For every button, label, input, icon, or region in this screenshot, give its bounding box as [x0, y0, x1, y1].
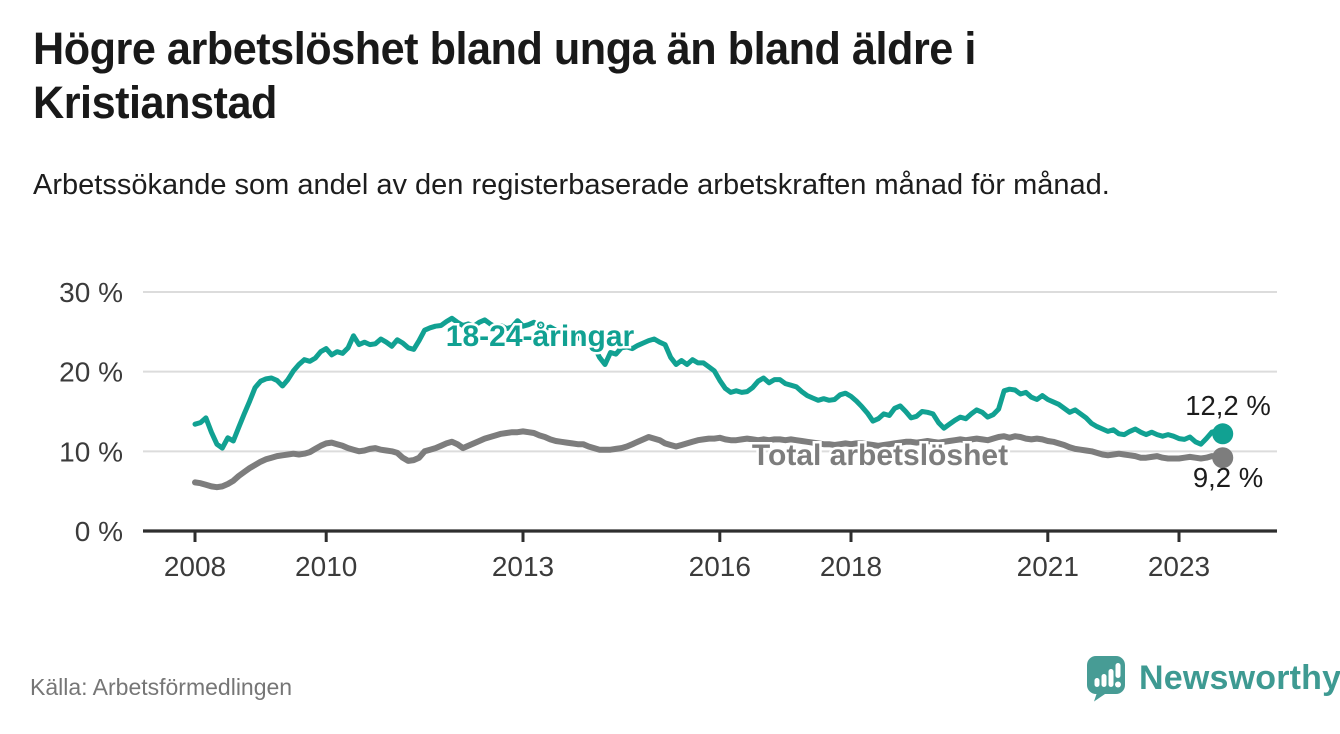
series-line-young [192, 315, 1226, 451]
end-value-annotation-young: 12,2 % [1185, 390, 1271, 421]
logo-bar-3 [1108, 669, 1114, 687]
series-endpoint-dot-total [1212, 447, 1234, 469]
logo-exclamation-dot [1115, 681, 1121, 688]
x-axis-label: 2016 [689, 551, 751, 582]
y-axis-label: 10 % [59, 436, 123, 467]
y-axis-label: 30 % [59, 277, 123, 308]
logo-bar-1 [1094, 678, 1100, 687]
x-axis-label: 2018 [820, 551, 882, 582]
chart-title: Högre arbetslöshet bland unga än bland ä… [33, 23, 976, 128]
line-chart: 30 % 20 % 10 % 0 % 2008 2010 2013 2016 2018 2021 2… [59, 277, 1277, 582]
newsworthy-logo: Newsworthy [1086, 655, 1340, 702]
source-note: Källa: Arbetsförmedlingen [30, 674, 293, 700]
x-axis-label: 2008 [164, 551, 226, 582]
series-endpoint-dot-young [1212, 423, 1234, 445]
end-value-annotation-total: 9,2 % [1193, 462, 1263, 493]
logo-exclamation-bar [1115, 663, 1121, 678]
x-axis-label: 2013 [492, 551, 554, 582]
x-axis-label: 2023 [1148, 551, 1210, 582]
series-line-total [192, 428, 1226, 491]
y-axis-label: 20 % [59, 357, 123, 388]
logo-bar-2 [1101, 674, 1107, 687]
chart-subtitle: Arbetssökande som andel av den registerb… [33, 169, 1110, 201]
x-axis-label: 2010 [295, 551, 357, 582]
newsworthy-logo-icon [1087, 656, 1125, 702]
y-axis-label: 0 % [75, 516, 123, 547]
newsworthy-logo-text: Newsworthy [1139, 659, 1340, 697]
series-label-young: 18-24-åringar [446, 320, 635, 353]
x-axis-label: 2021 [1017, 551, 1079, 582]
series-label-total: Total arbetslöshet [752, 439, 1008, 472]
